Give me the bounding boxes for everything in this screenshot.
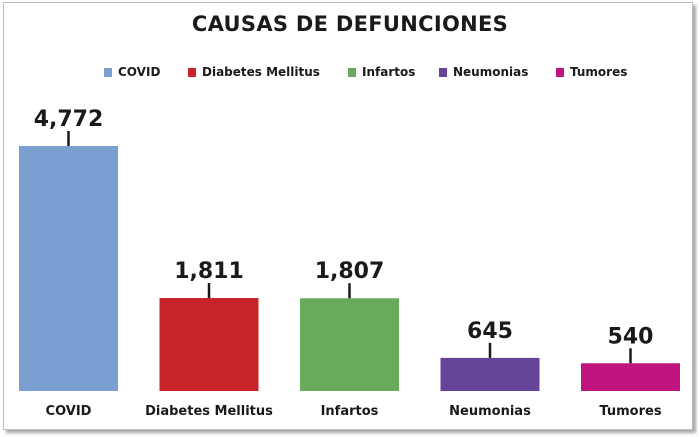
bar-tumores (581, 363, 680, 391)
bar-neumonias (440, 357, 540, 391)
value-label-neumonias: 645 (467, 319, 513, 344)
legend-swatch-covid (104, 67, 112, 77)
value-label-tumores: 540 (608, 324, 654, 349)
legend-label-neumonias: Neumonias (453, 65, 529, 79)
category-label-covid: COVID (46, 404, 92, 419)
legend-label-diabetes-mellitus: Diabetes Mellitus (202, 65, 320, 79)
legend-label-covid: COVID (118, 65, 161, 79)
legend-label-tumores: Tumores (570, 65, 628, 79)
legend-swatch-neumonias (439, 67, 447, 77)
legend-item-infartos: Infartos (348, 64, 415, 80)
category-label-infartos: Infartos (321, 404, 379, 419)
value-label-infartos: 1,807 (315, 259, 385, 284)
legend-item-tumores: Tumores (556, 64, 627, 80)
legend-swatch-diabetes-mellitus (188, 67, 196, 77)
value-label-diabetes-mellitus: 1,811 (174, 259, 244, 284)
bar-covid (19, 146, 118, 391)
value-label-covid: 4,772 (34, 107, 104, 132)
legend-item-neumonias: Neumonias (439, 64, 528, 80)
chart-title: CAUSAS DE DEFUNCIONES (191, 12, 509, 36)
bar-infartos (300, 298, 399, 391)
legend-swatch-infartos (348, 67, 356, 77)
category-label-diabetes-mellitus: Diabetes Mellitus (145, 404, 273, 419)
legend-item-diabetes-mellitus: Diabetes Mellitus (188, 64, 320, 80)
legend-swatch-tumores (556, 67, 564, 77)
legend-label-infartos: Infartos (362, 65, 416, 79)
category-label-tumores: Tumores (599, 404, 661, 419)
category-label-neumonias: Neumonias (449, 404, 531, 419)
bar-diabetes-mellitus (159, 298, 259, 391)
legend-item-covid: COVID (104, 64, 160, 80)
